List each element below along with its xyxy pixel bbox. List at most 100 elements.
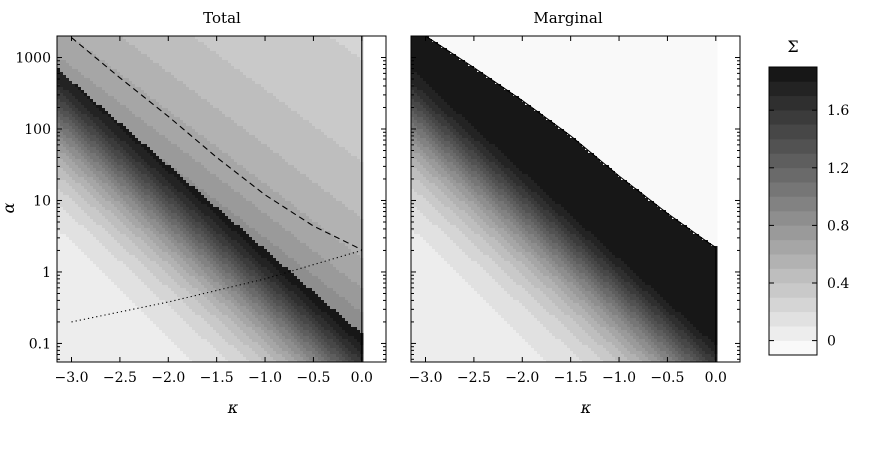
- contour-cell: [312, 315, 322, 319]
- contour-cell: [141, 177, 151, 181]
- contour-cell: [552, 213, 559, 217]
- contour-cell: [204, 213, 217, 217]
- contour-cell: [624, 285, 634, 289]
- contour-cell: [195, 270, 205, 274]
- contour-cell: [585, 279, 592, 283]
- contour-cell: [90, 117, 100, 121]
- contour-cell: [573, 276, 580, 280]
- contour-cell: [57, 360, 193, 362]
- contour-cell: [96, 174, 106, 178]
- contour-cell: [459, 156, 466, 160]
- contour-cell: [540, 204, 550, 208]
- contour-cell: [480, 156, 487, 160]
- contour-cell: [258, 297, 265, 301]
- contour-cell: [246, 240, 256, 244]
- contour-cell: [600, 357, 616, 361]
- contour-cell: [186, 354, 223, 358]
- contour-cell: [549, 231, 559, 235]
- contour-cell: [309, 330, 316, 334]
- contour-cell: [513, 297, 535, 301]
- contour-cell: [216, 255, 223, 259]
- contour-cell: [309, 312, 316, 316]
- contour-cell: [192, 246, 199, 250]
- contour-cell: [306, 213, 358, 217]
- contour-cell: [576, 336, 592, 340]
- contour-cell: [324, 339, 334, 343]
- contour-cell: [483, 153, 493, 157]
- contour-cell: [621, 294, 628, 298]
- y-tick-label: 10: [33, 193, 51, 209]
- contour-cell: [573, 333, 589, 337]
- contour-cell: [57, 93, 64, 97]
- contour-cell: [114, 237, 130, 241]
- contour-cell: [450, 180, 457, 184]
- contour-cell: [567, 246, 574, 250]
- contour-cell: [672, 351, 679, 355]
- contour-cell: [87, 123, 97, 127]
- contour-cell: [624, 279, 634, 283]
- contour-cell: [171, 72, 244, 76]
- contour-cell: [576, 294, 586, 298]
- contour-cell: [447, 114, 463, 118]
- contour-cell: [561, 258, 568, 262]
- contour-cell: [183, 150, 223, 154]
- contour-cell: [144, 225, 154, 229]
- contour-cell: [414, 99, 424, 103]
- contour-cell: [591, 348, 607, 352]
- contour-cell: [261, 294, 268, 298]
- contour-cell: [642, 294, 652, 298]
- contour-cell: [480, 162, 487, 166]
- contour-cell: [510, 90, 718, 94]
- contour-cell: [219, 270, 226, 274]
- contour-cell: [162, 282, 178, 286]
- contour-cell: [333, 288, 364, 292]
- contour-cell: [222, 279, 232, 283]
- contour-cell: [315, 336, 322, 340]
- contour-cell: [492, 219, 502, 223]
- contour-cell: [141, 183, 151, 187]
- contour-cell: [576, 354, 598, 358]
- contour-cell: [135, 183, 142, 187]
- contour-cell: [276, 309, 286, 313]
- contour-cell: [501, 243, 511, 247]
- contour-cell: [318, 339, 325, 343]
- contour-cell: [432, 39, 718, 43]
- contour-cell: [567, 303, 580, 307]
- contour-cell: [552, 273, 562, 277]
- contour-cell: [411, 270, 457, 274]
- contour-cell: [450, 222, 466, 226]
- contour-cell: [162, 66, 235, 70]
- contour-cell: [414, 231, 445, 235]
- contour-cell: [411, 219, 430, 223]
- contour-cell: [570, 243, 577, 247]
- contour-cell: [312, 123, 364, 127]
- contour-cell: [417, 159, 427, 163]
- contour-cell: [630, 309, 640, 313]
- contour-cell: [561, 279, 568, 283]
- contour-cell: [420, 162, 430, 166]
- contour-cell: [150, 96, 202, 100]
- contour-cell: [108, 93, 148, 97]
- contour-cell: [474, 66, 718, 70]
- contour-cell: [201, 282, 211, 286]
- contour-cell: [657, 291, 718, 295]
- contour-cell: [351, 342, 361, 346]
- contour-cell: [489, 165, 499, 169]
- contour-cell: [564, 324, 580, 328]
- contour-cell: [180, 249, 190, 253]
- contour-cell: [423, 156, 430, 160]
- contour-cell: [525, 240, 532, 244]
- contour-cell: [177, 195, 187, 199]
- contour-cell: [84, 252, 112, 256]
- contour-cell: [201, 315, 217, 319]
- contour-cell: [411, 225, 439, 229]
- contour-cell: [432, 108, 442, 112]
- contour-cell: [123, 165, 130, 169]
- contour-cell: [636, 288, 643, 292]
- contour-cell: [225, 213, 235, 217]
- contour-cell: [129, 297, 160, 301]
- colorbar-band: [769, 268, 817, 284]
- contour-cell: [72, 216, 91, 220]
- contour-cell: [141, 51, 217, 55]
- contour-cell: [210, 282, 220, 286]
